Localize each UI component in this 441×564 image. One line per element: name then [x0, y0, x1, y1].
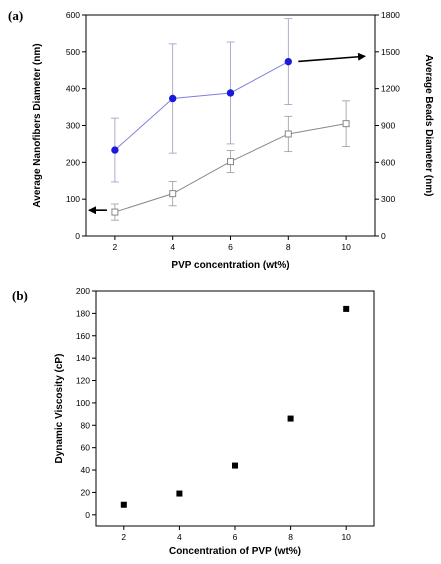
y-tick-label-left-a: 200 — [66, 157, 80, 167]
series-line-1 — [114, 61, 289, 151]
data-point-square — [284, 130, 292, 138]
panel-label-a: (a) — [8, 8, 23, 23]
data-point-circle — [284, 57, 292, 66]
x-tick-label-b: 4 — [177, 532, 182, 542]
y-tick-label-left-a: 600 — [66, 10, 80, 20]
chart-b: (b) 2 4 6 8 10 0 20 40 60 80 100 120 140 160 180 200 C… — [12, 286, 375, 557]
x-tick-label-b: 10 — [341, 532, 351, 542]
y-tick-label-b: 140 — [76, 353, 90, 363]
chart-a: (a) 2 4 6 8 10 0 100 200 300 400 500 600 0 300 600 90… — [8, 8, 434, 271]
y-axis-label-right-a: Average Beads Diameter (nm) — [423, 55, 434, 197]
y-tick-label-b: 0 — [85, 510, 90, 520]
y-ticks-left-a: 0 100 200 300 400 500 600 — [66, 10, 86, 241]
y-tick-label-left-a: 0 — [75, 231, 80, 241]
data-point-square — [111, 208, 119, 216]
y-tick-label-left-a: 400 — [66, 84, 80, 94]
y-tick-label-right-a: 0 — [381, 231, 386, 241]
y-tick-label-left-a: 300 — [66, 121, 80, 131]
data-point-circle — [169, 94, 177, 103]
y-tick-label-b: 80 — [81, 420, 91, 430]
y-tick-label-b: 100 — [76, 398, 90, 408]
data-point-circle — [111, 146, 119, 154]
data-point — [176, 490, 183, 497]
y-ticks-right-a: 0 300 600 900 1200 1500 1800 — [375, 10, 400, 241]
y-tick-label-right-a: 1200 — [381, 84, 400, 94]
series-a — [110, 18, 351, 221]
x-tick-label-b: 2 — [121, 532, 126, 542]
y-ticks-b: 0 20 40 60 80 100 120 140 160 180 200 — [76, 286, 96, 520]
x-tick-label-b: 8 — [288, 532, 293, 542]
y-tick-label-right-a: 1800 — [381, 10, 400, 20]
x-axis-label-b: Concentration of PVP (wt%) — [169, 546, 301, 557]
data-point — [120, 501, 127, 508]
arrow-right — [298, 52, 366, 63]
y-tick-label-right-a: 1500 — [381, 47, 400, 57]
x-axis-label-a: PVP concentration (wt%) — [171, 260, 289, 271]
x-tick-label-a: 6 — [228, 242, 233, 252]
points-b — [120, 305, 350, 508]
x-tick-label-b: 6 — [233, 532, 238, 542]
data-point — [232, 462, 238, 469]
y-tick-label-right-a: 300 — [381, 194, 395, 204]
x-ticks-b: 2 4 6 8 10 — [121, 526, 351, 542]
y-tick-label-b: 120 — [76, 376, 90, 386]
y-tick-label-right-a: 600 — [381, 157, 395, 167]
data-point — [343, 305, 350, 312]
data-point-circle — [226, 89, 235, 97]
y-tick-label-b: 40 — [81, 465, 91, 475]
y-tick-label-left-a: 500 — [66, 47, 80, 57]
arrows-a — [88, 52, 366, 215]
x-tick-label-a: 8 — [286, 242, 291, 252]
data-point — [287, 415, 294, 422]
y-axis-label-b: Dynamic Viscosity (cP) — [54, 354, 65, 464]
x-ticks-a: 2 4 6 8 10 — [113, 236, 351, 252]
y-tick-label-b: 60 — [81, 443, 91, 453]
panel-label-b: (b) — [12, 288, 28, 303]
y-tick-label-b: 160 — [76, 331, 90, 341]
data-point-square — [342, 120, 350, 128]
y-axis-label-left-a: Average Nanofibers Diameter (nm) — [32, 43, 43, 207]
x-tick-label-a: 2 — [113, 242, 118, 252]
data-point-square — [169, 190, 177, 198]
data-point-square — [227, 158, 234, 166]
y-tick-label-right-a: 900 — [381, 121, 395, 131]
y-tick-label-b: 200 — [76, 286, 90, 296]
y-tick-label-left-a: 100 — [66, 194, 80, 204]
x-tick-label-a: 4 — [170, 242, 175, 252]
x-tick-label-a: 10 — [341, 242, 351, 252]
y-tick-label-b: 180 — [76, 308, 90, 318]
y-tick-label-b: 20 — [81, 487, 91, 497]
plot-frame-b — [95, 290, 375, 527]
